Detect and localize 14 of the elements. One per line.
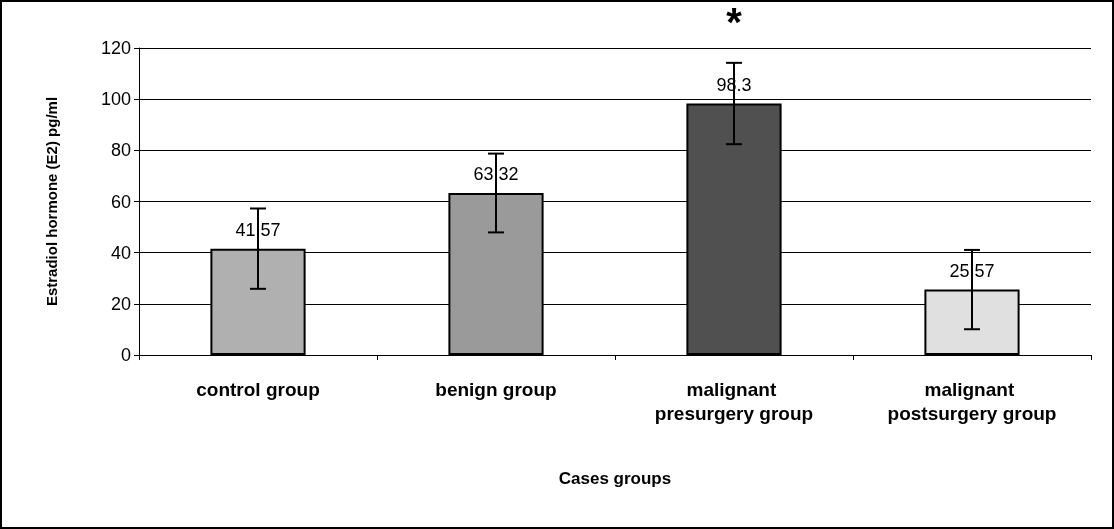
y-axis-title: Estradiol hormone (E2) pg/ml (43, 96, 60, 307)
y-tick-label: 60 (110, 191, 131, 212)
y-tick-label: 20 (110, 293, 131, 314)
x-tick-label: malignant postsurgery group (887, 378, 1057, 424)
y-tick-label: 0 (120, 345, 131, 365)
x-tick-label: benign group (435, 378, 557, 400)
x-tick-label: control group (196, 378, 320, 400)
y-tick-label: 80 (110, 140, 131, 161)
y-tick-label: 40 (110, 242, 131, 263)
y-tick-label: 120 (100, 38, 131, 58)
y-tick-label: 100 (100, 89, 131, 110)
text: * (726, 0, 743, 44)
x-axis-title: Cases groups (558, 469, 672, 488)
x-tick-label: malignant presurgery group (654, 378, 814, 424)
